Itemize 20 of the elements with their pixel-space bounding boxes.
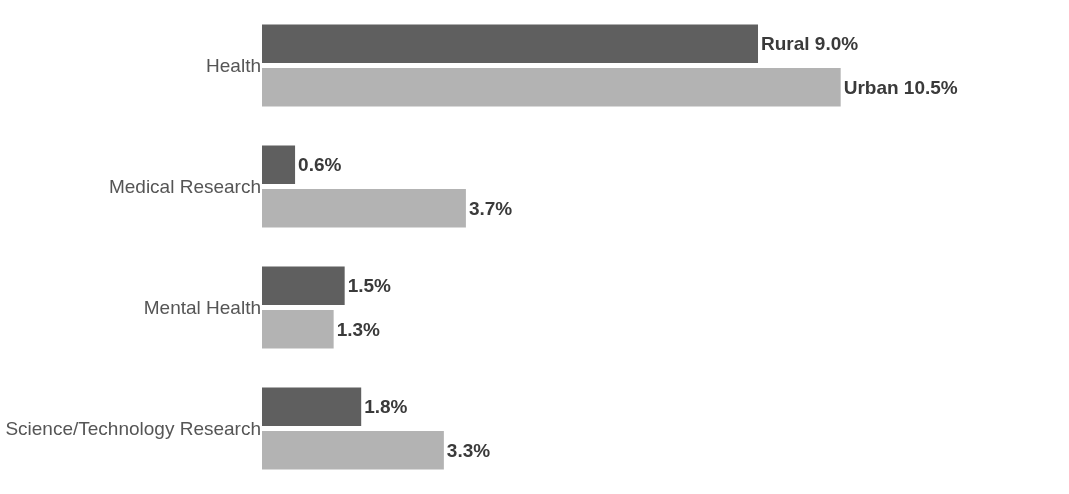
y-tick-label: Mental Health — [143, 297, 261, 319]
y-tick-label: Science/Technology Research — [5, 418, 261, 440]
data-label: 3.3% — [446, 439, 491, 461]
bar — [262, 24, 759, 63]
bar — [262, 189, 466, 228]
y-tick-label: Health — [206, 55, 261, 77]
bar — [262, 145, 296, 184]
y-tick-label: Medical Research — [108, 176, 261, 198]
bar — [262, 68, 841, 107]
bar — [262, 266, 345, 305]
data-label: 1.8% — [364, 396, 408, 418]
bar — [262, 310, 334, 349]
text: Rural 9.0% — [761, 33, 859, 55]
data-label: 1.3% — [336, 318, 381, 340]
data-label: 0.6% — [298, 154, 342, 176]
data-label: 1.5% — [347, 275, 392, 297]
text: Urban 10.5% — [843, 76, 958, 98]
bar — [262, 387, 362, 426]
bar — [262, 431, 444, 470]
data-label: 3.7% — [468, 197, 513, 219]
